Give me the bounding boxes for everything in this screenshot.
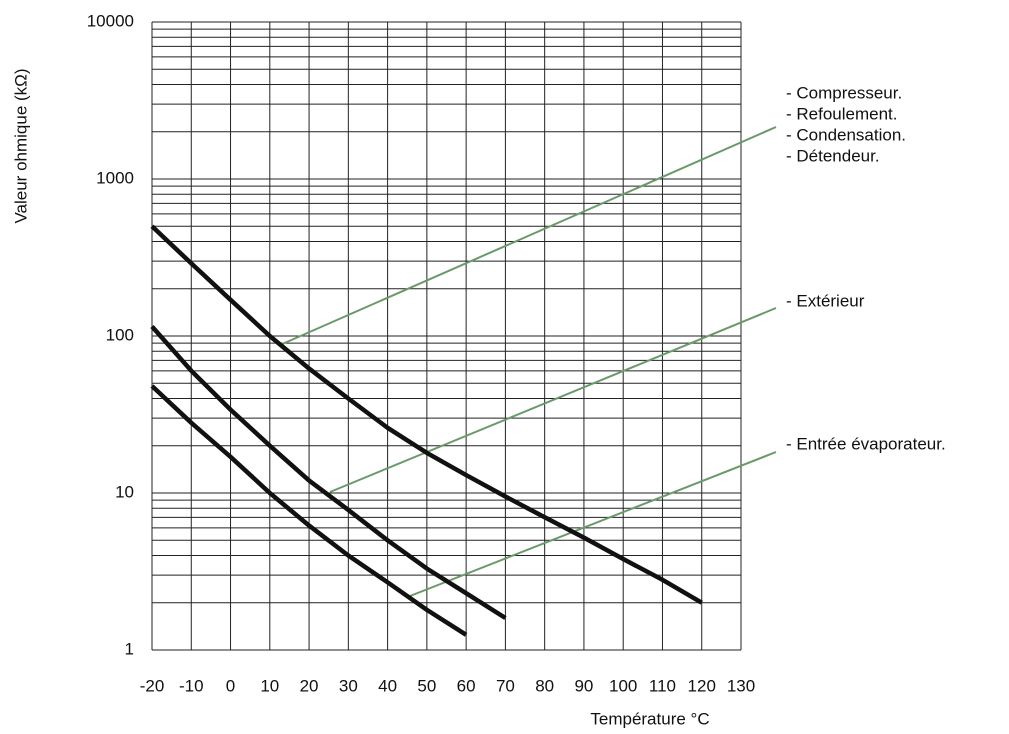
- annotation: - Extérieur: [786, 291, 865, 310]
- y-tick-label: 10: [115, 482, 134, 501]
- y-axis-label: Valeur ohmique (kΩ): [11, 68, 30, 223]
- curve: [150, 224, 703, 605]
- x-tick-label: 130: [727, 676, 755, 695]
- annotation: - Condensation.: [786, 125, 906, 144]
- x-tick-label: 60: [457, 676, 476, 695]
- x-tick-label: 10: [260, 676, 279, 695]
- annotation: - Entrée évaporateur.: [786, 434, 946, 453]
- x-tick-label: 0: [226, 676, 235, 695]
- annotation: - Refoulement.: [786, 104, 898, 123]
- x-tick-label: 30: [339, 676, 358, 695]
- y-tick-label: 100: [106, 325, 134, 344]
- x-tick-label: -20: [140, 676, 165, 695]
- x-tick-label: 100: [609, 676, 637, 695]
- x-tick-label: 50: [417, 676, 436, 695]
- x-tick-label: -10: [179, 676, 204, 695]
- annotation: - Compresseur.: [786, 83, 902, 102]
- x-tick-label: 120: [688, 676, 716, 695]
- leader-line: [409, 451, 777, 597]
- annotation: - Détendeur.: [786, 146, 880, 165]
- y-tick-label: 1: [125, 639, 134, 658]
- leader-line: [329, 307, 777, 493]
- y-tick-label: 1000: [96, 168, 134, 187]
- leader-line: [279, 126, 777, 346]
- x-tick-label: 90: [574, 676, 593, 695]
- x-axis-label: Température °C: [590, 709, 709, 728]
- curve: [150, 384, 468, 637]
- x-tick-label: 80: [535, 676, 554, 695]
- y-tick-label: 10000: [87, 11, 134, 30]
- x-tick-label: 70: [496, 676, 515, 695]
- curve: [150, 325, 507, 620]
- x-tick-label: 20: [300, 676, 319, 695]
- x-tick-label: 40: [378, 676, 397, 695]
- x-tick-label: 110: [649, 676, 676, 695]
